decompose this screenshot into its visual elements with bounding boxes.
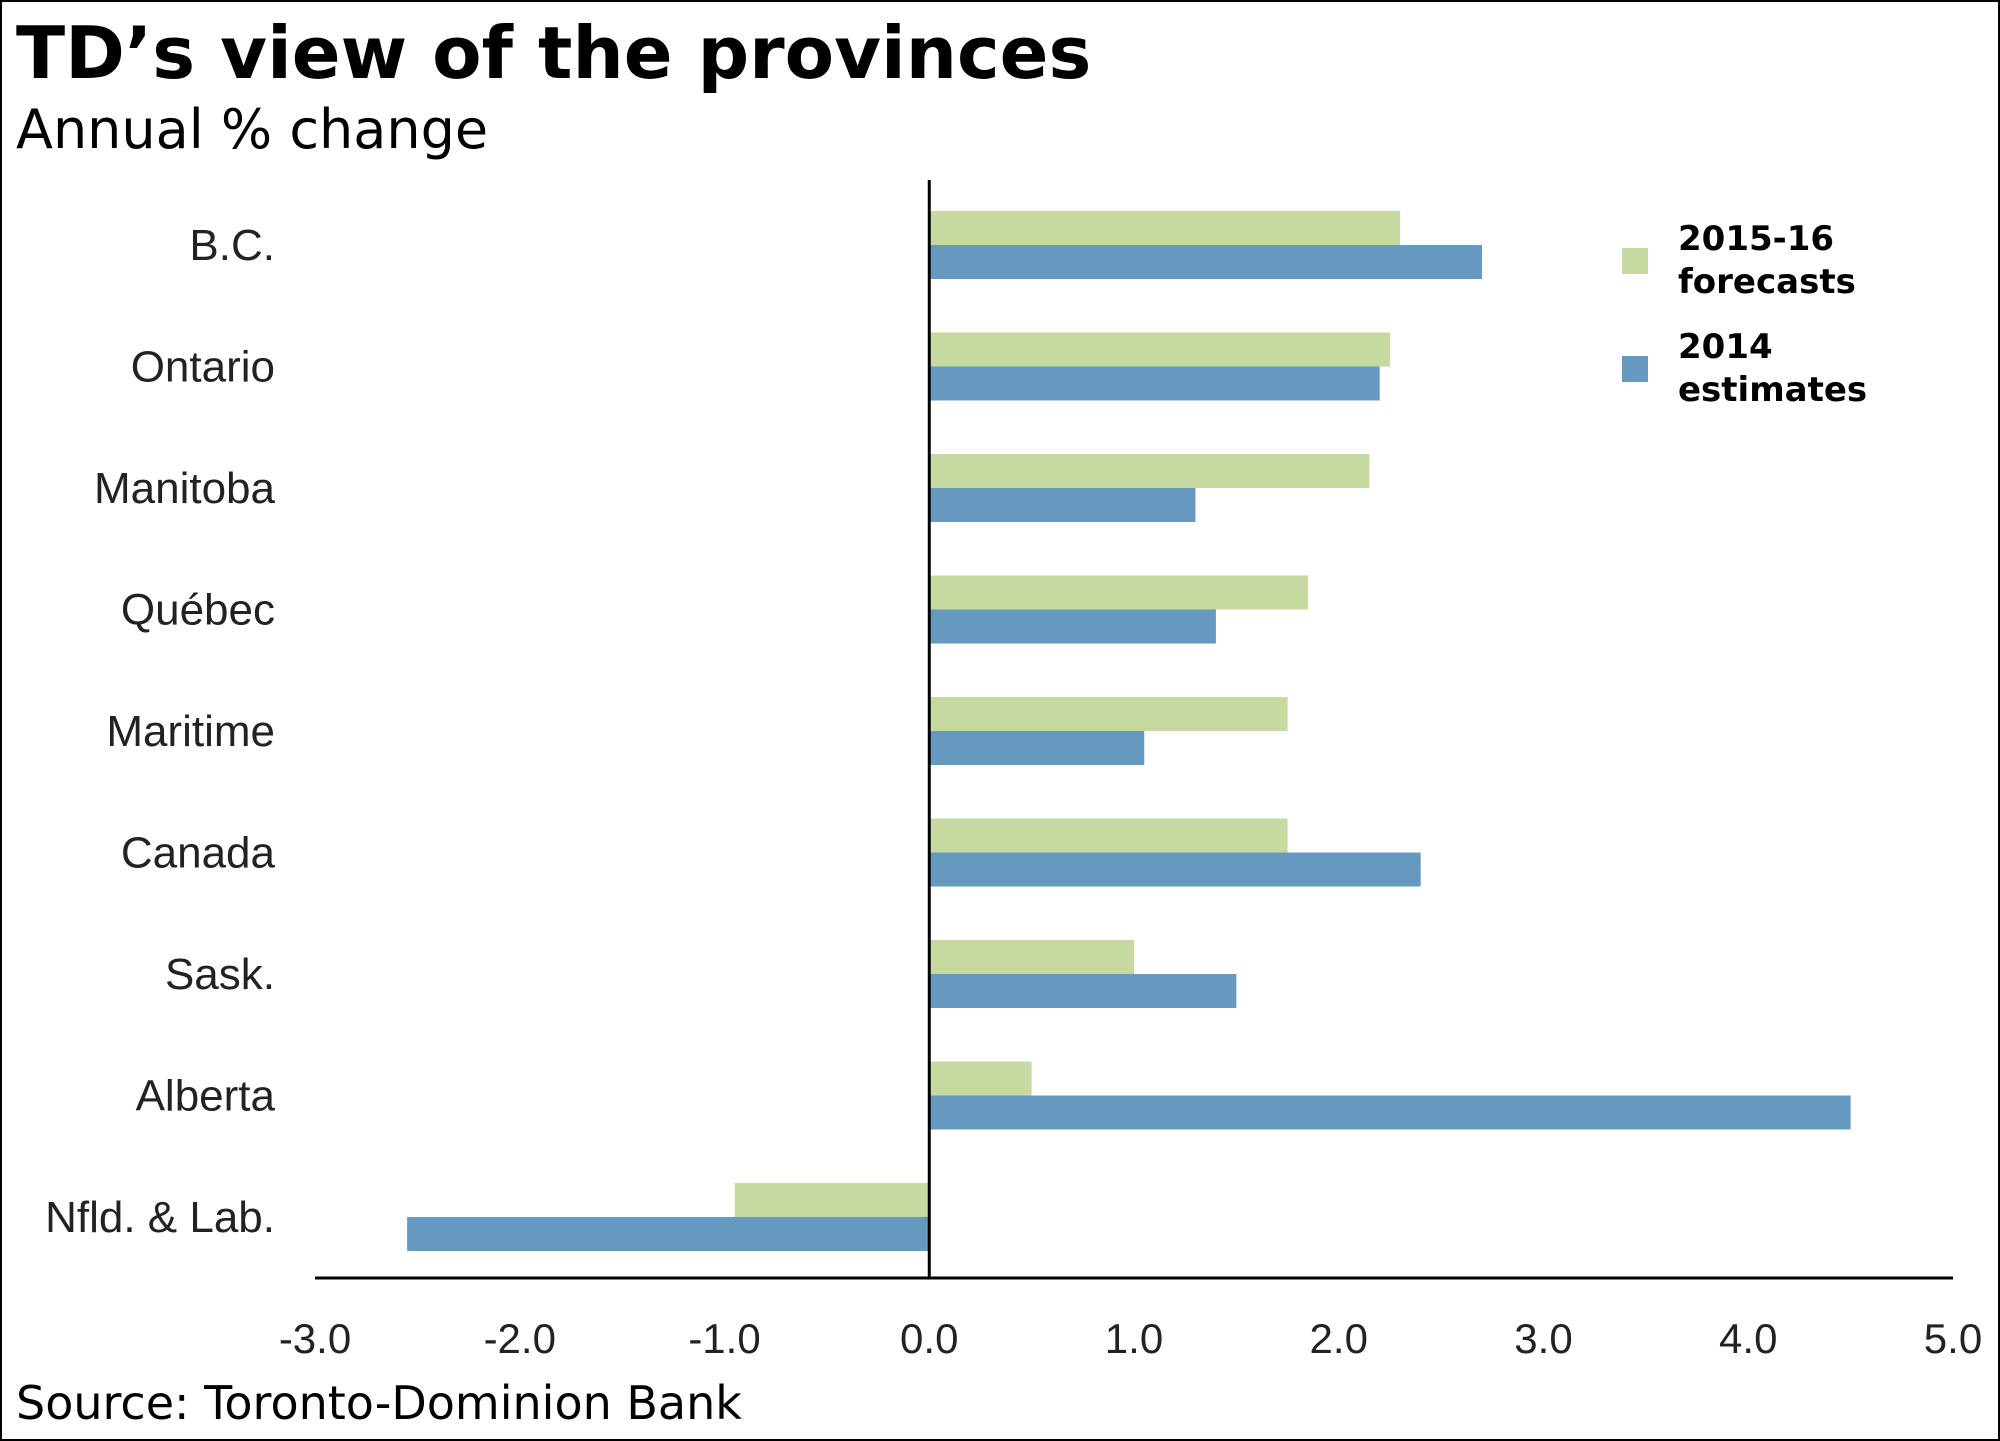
x-tick-label-6: 3.0 bbox=[1514, 1315, 1572, 1362]
bar-estimate-6 bbox=[929, 974, 1237, 1008]
legend: 2015-16 forecasts 2014 estimates bbox=[1622, 219, 1867, 410]
x-tick-label-7: 4.0 bbox=[1719, 1315, 1777, 1362]
chart-source: Source: Toronto-Dominion Bank bbox=[16, 1376, 742, 1430]
x-tick-label-2: -1.0 bbox=[688, 1315, 760, 1362]
category-label-8: Nfld. & Lab. bbox=[45, 1193, 275, 1242]
bar-forecast-5 bbox=[929, 818, 1288, 853]
bar-forecast-6 bbox=[929, 940, 1134, 974]
bar-estimate-3 bbox=[929, 609, 1216, 644]
category-label-3: Québec bbox=[121, 586, 275, 635]
x-tick-labels: -3.0 -2.0 -1.0 0.0 1.0 2.0 3.0 4.0 5.0 bbox=[279, 1315, 1982, 1362]
bar-forecast-0 bbox=[929, 211, 1401, 245]
bar-forecast-8 bbox=[734, 1183, 930, 1217]
x-tick-label-4: 1.0 bbox=[1105, 1315, 1163, 1362]
bar-estimate-7 bbox=[929, 1095, 1851, 1130]
category-labels: B.C. Ontario Manitoba Québec Maritime Canada S… bbox=[45, 221, 275, 1242]
x-tick-label-1: -2.0 bbox=[484, 1315, 556, 1362]
bar-estimate-0 bbox=[929, 245, 1483, 279]
category-label-0: B.C. bbox=[189, 221, 275, 270]
category-label-5: Canada bbox=[121, 829, 276, 878]
bar-forecast-4 bbox=[929, 697, 1288, 731]
chart-subtitle: Annual % change bbox=[16, 98, 489, 161]
bar-estimate-8 bbox=[407, 1217, 930, 1251]
x-tick-label-5: 2.0 bbox=[1310, 1315, 1368, 1362]
bar-estimate-2 bbox=[929, 488, 1196, 522]
category-label-7: Alberta bbox=[136, 1072, 276, 1121]
chart-title: TD’s view of the provinces bbox=[16, 11, 1092, 95]
legend-swatch-forecasts bbox=[1622, 248, 1648, 274]
bar-forecast-7 bbox=[929, 1061, 1032, 1096]
legend-label-estimates-line1: 2014 bbox=[1678, 327, 1773, 367]
x-tick-label-0: -3.0 bbox=[279, 1315, 351, 1362]
bar-estimate-5 bbox=[929, 852, 1421, 887]
bar-estimate-1 bbox=[929, 366, 1380, 401]
bar-forecast-3 bbox=[929, 575, 1309, 610]
x-tick-label-8: 5.0 bbox=[1924, 1315, 1982, 1362]
category-label-1: Ontario bbox=[131, 343, 275, 392]
category-label-4: Maritime bbox=[106, 707, 275, 756]
bar-forecast-1 bbox=[929, 332, 1390, 367]
legend-label-estimates-line2: estimates bbox=[1678, 370, 1867, 410]
legend-label-forecasts-line2: forecasts bbox=[1678, 262, 1856, 302]
category-label-2: Manitoba bbox=[94, 464, 276, 513]
legend-label-forecasts-line1: 2015-16 bbox=[1678, 219, 1834, 259]
x-tick-label-3: 0.0 bbox=[900, 1315, 958, 1362]
bar-estimate-4 bbox=[929, 731, 1145, 765]
category-label-6: Sask. bbox=[165, 950, 275, 999]
bar-group bbox=[407, 211, 1851, 1251]
legend-swatch-estimates bbox=[1622, 356, 1648, 382]
bar-forecast-2 bbox=[929, 454, 1370, 488]
